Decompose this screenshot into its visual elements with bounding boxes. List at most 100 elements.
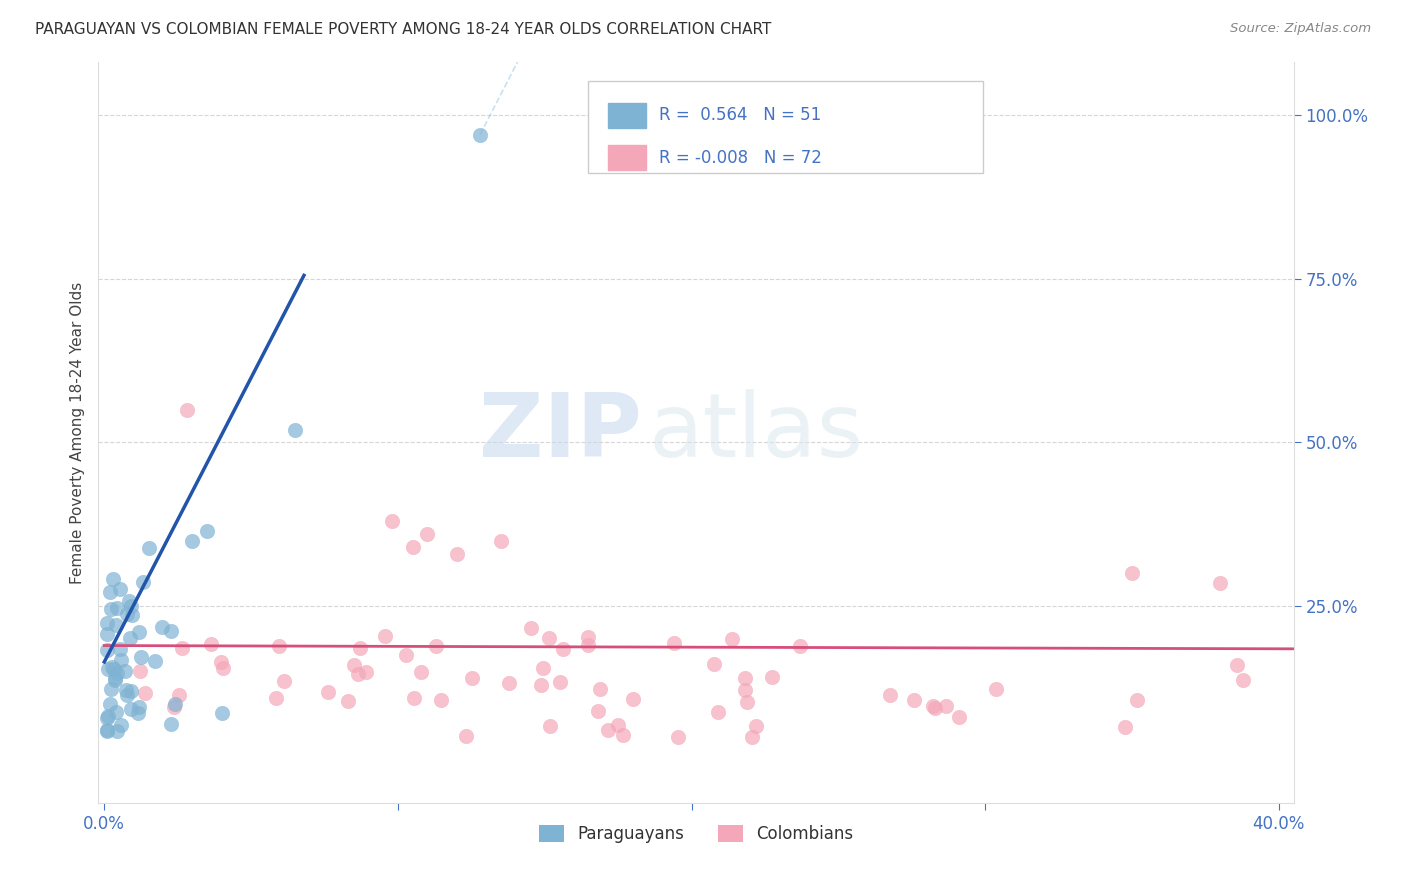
Point [211, 706, 233, 721]
Point [97, 662, 120, 676]
Point [454, 729, 477, 743]
Point [662, 636, 685, 650]
Point [935, 698, 957, 713]
Point [416, 527, 439, 541]
Point [96, 627, 118, 641]
Point [115, 683, 138, 698]
Point [623, 692, 645, 706]
Point [924, 701, 946, 715]
Point [176, 402, 198, 417]
Point [520, 621, 543, 635]
Point [734, 682, 756, 697]
Point [118, 631, 141, 645]
Point [128, 700, 150, 714]
Point [343, 657, 366, 672]
Point [163, 699, 186, 714]
Point [264, 690, 287, 705]
FancyBboxPatch shape [607, 103, 645, 128]
Text: PARAGUAYAN VS COLOMBIAN FEMALE POVERTY AMONG 18-24 YEAR OLDS CORRELATION CHART: PARAGUAYAN VS COLOMBIAN FEMALE POVERTY A… [35, 22, 772, 37]
Point [212, 661, 235, 675]
Point [108, 582, 131, 596]
Point [105, 666, 128, 681]
Point [401, 541, 423, 555]
Point [120, 684, 142, 698]
Point [374, 629, 396, 643]
Point [169, 688, 191, 702]
Point [129, 664, 152, 678]
Point [720, 632, 742, 647]
Point [903, 692, 925, 706]
Point [129, 649, 152, 664]
Point [150, 620, 173, 634]
Point [110, 717, 132, 731]
Point [96, 615, 118, 630]
Point [98, 698, 121, 712]
Point [430, 692, 453, 706]
Point [98, 584, 121, 599]
Point [110, 653, 132, 667]
FancyBboxPatch shape [607, 145, 645, 170]
Point [121, 702, 143, 716]
Point [586, 705, 609, 719]
Point [181, 534, 204, 549]
Point [1126, 693, 1149, 707]
Point [163, 697, 186, 711]
Point [110, 642, 132, 657]
Point [734, 671, 756, 685]
Point [114, 664, 136, 678]
Point [538, 631, 561, 645]
Point [922, 698, 945, 713]
Point [666, 731, 689, 745]
Point [132, 574, 155, 589]
Point [879, 688, 901, 702]
Point [284, 423, 307, 437]
Point [498, 676, 520, 690]
Point [105, 706, 128, 720]
Point [607, 718, 630, 732]
Point [101, 660, 124, 674]
Text: R = -0.008   N = 72: R = -0.008 N = 72 [659, 149, 821, 167]
Point [160, 624, 183, 638]
Point [209, 655, 232, 669]
Point [195, 524, 218, 538]
Point [115, 607, 138, 621]
Point [349, 640, 371, 655]
Point [395, 648, 418, 662]
Point [101, 572, 124, 586]
Legend: Paraguayans, Colombians: Paraguayans, Colombians [533, 819, 859, 850]
Point [588, 682, 610, 697]
Point [105, 601, 128, 615]
Point [551, 641, 574, 656]
Point [489, 533, 512, 548]
Point [1114, 720, 1136, 734]
Point [103, 662, 125, 676]
Point [118, 594, 141, 608]
Point [356, 665, 378, 680]
Point [612, 728, 634, 742]
Point [548, 674, 571, 689]
FancyBboxPatch shape [589, 81, 983, 173]
Point [346, 666, 368, 681]
Point [316, 685, 339, 699]
Point [761, 670, 783, 684]
Point [446, 547, 468, 561]
Point [984, 681, 1007, 696]
Point [538, 719, 561, 733]
Point [741, 730, 763, 744]
Point [703, 657, 725, 671]
Point [96, 711, 118, 725]
Point [1209, 576, 1232, 591]
Point [707, 706, 730, 720]
Point [170, 641, 193, 656]
Point [96, 643, 118, 657]
Point [104, 617, 127, 632]
Point [460, 671, 482, 685]
Point [100, 602, 122, 616]
Point [134, 686, 156, 700]
Point [1232, 673, 1254, 688]
Point [530, 678, 553, 692]
Point [948, 710, 970, 724]
Point [96, 723, 118, 737]
Point [598, 723, 620, 738]
Point [115, 688, 138, 702]
